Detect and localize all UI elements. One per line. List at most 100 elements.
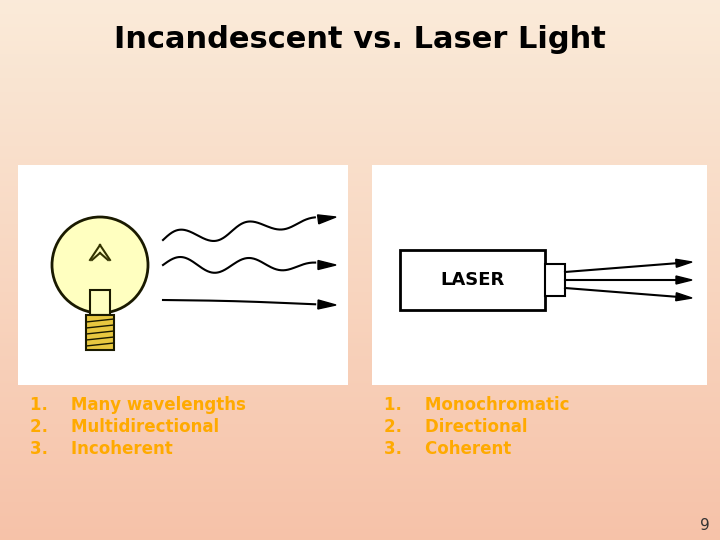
Bar: [0, 223, 720, 227]
Bar: [0, 183, 720, 186]
Bar: [0, 12, 720, 16]
Bar: [0, 291, 720, 294]
Bar: [0, 80, 720, 84]
Bar: [0, 23, 720, 27]
Bar: [0, 137, 720, 140]
Bar: [0, 77, 720, 81]
Bar: [0, 218, 720, 221]
Bar: [0, 501, 720, 505]
Bar: [0, 453, 720, 456]
Circle shape: [52, 217, 148, 313]
Bar: [0, 296, 720, 300]
Bar: [0, 336, 720, 340]
Bar: [0, 153, 720, 157]
Bar: [0, 45, 720, 49]
Bar: [0, 34, 720, 38]
Bar: [0, 196, 720, 200]
Bar: [0, 61, 720, 65]
Bar: [0, 450, 720, 454]
Bar: [0, 237, 720, 240]
Bar: [372, 165, 707, 385]
Bar: [0, 0, 720, 3]
Bar: [0, 374, 720, 378]
Bar: [0, 282, 720, 286]
Bar: [0, 131, 720, 135]
Bar: [0, 525, 720, 529]
Bar: [0, 37, 720, 40]
Bar: [0, 91, 720, 94]
Text: 2.    Directional: 2. Directional: [384, 418, 528, 436]
Bar: [0, 504, 720, 508]
Bar: [0, 390, 720, 394]
Bar: [0, 517, 720, 521]
Bar: [0, 96, 720, 100]
Bar: [0, 328, 720, 332]
Bar: [0, 104, 720, 108]
Bar: [0, 83, 720, 86]
Bar: [0, 436, 720, 440]
Polygon shape: [318, 215, 336, 224]
Bar: [0, 385, 720, 389]
Bar: [0, 304, 720, 308]
Bar: [0, 210, 720, 213]
Bar: [0, 53, 720, 57]
Bar: [0, 88, 720, 92]
Bar: [0, 490, 720, 494]
Bar: [0, 477, 720, 481]
Bar: [0, 191, 720, 194]
Bar: [0, 288, 720, 292]
Bar: [0, 320, 720, 324]
Bar: [0, 169, 720, 173]
Bar: [0, 366, 720, 370]
Bar: [0, 474, 720, 478]
Bar: [545, 264, 565, 296]
Bar: [0, 353, 720, 356]
Bar: [0, 204, 720, 208]
Bar: [0, 420, 720, 424]
Bar: [0, 7, 720, 11]
Bar: [0, 512, 720, 516]
Bar: [0, 272, 720, 275]
Bar: [0, 361, 720, 365]
Bar: [0, 50, 720, 54]
Bar: [0, 180, 720, 184]
Bar: [0, 215, 720, 219]
Text: Incandescent vs. Laser Light: Incandescent vs. Laser Light: [114, 25, 606, 55]
Bar: [0, 123, 720, 127]
Bar: [0, 458, 720, 462]
Bar: [0, 404, 720, 408]
Bar: [0, 134, 720, 138]
Bar: [0, 220, 720, 224]
Text: 3.    Coherent: 3. Coherent: [384, 440, 511, 458]
Bar: [0, 399, 720, 402]
Bar: [0, 312, 720, 316]
Bar: [0, 42, 720, 46]
Bar: [0, 355, 720, 359]
Polygon shape: [676, 276, 692, 284]
Bar: [0, 193, 720, 197]
Bar: [0, 434, 720, 437]
Bar: [0, 531, 720, 535]
Bar: [18, 165, 348, 385]
Polygon shape: [676, 259, 692, 267]
Bar: [0, 466, 720, 470]
Bar: [0, 150, 720, 154]
Bar: [0, 201, 720, 205]
Polygon shape: [318, 260, 336, 269]
Bar: [0, 242, 720, 246]
Bar: [0, 188, 720, 192]
Bar: [0, 158, 720, 162]
Bar: [0, 126, 720, 130]
Text: 3.    Incoherent: 3. Incoherent: [30, 440, 173, 458]
Bar: [0, 409, 720, 413]
Bar: [0, 345, 720, 348]
Bar: [0, 382, 720, 386]
Bar: [0, 444, 720, 448]
Bar: [0, 156, 720, 159]
Bar: [0, 164, 720, 167]
Bar: [0, 72, 720, 76]
Bar: [0, 447, 720, 451]
Bar: [0, 177, 720, 181]
Bar: [0, 174, 720, 178]
Bar: [0, 64, 720, 68]
